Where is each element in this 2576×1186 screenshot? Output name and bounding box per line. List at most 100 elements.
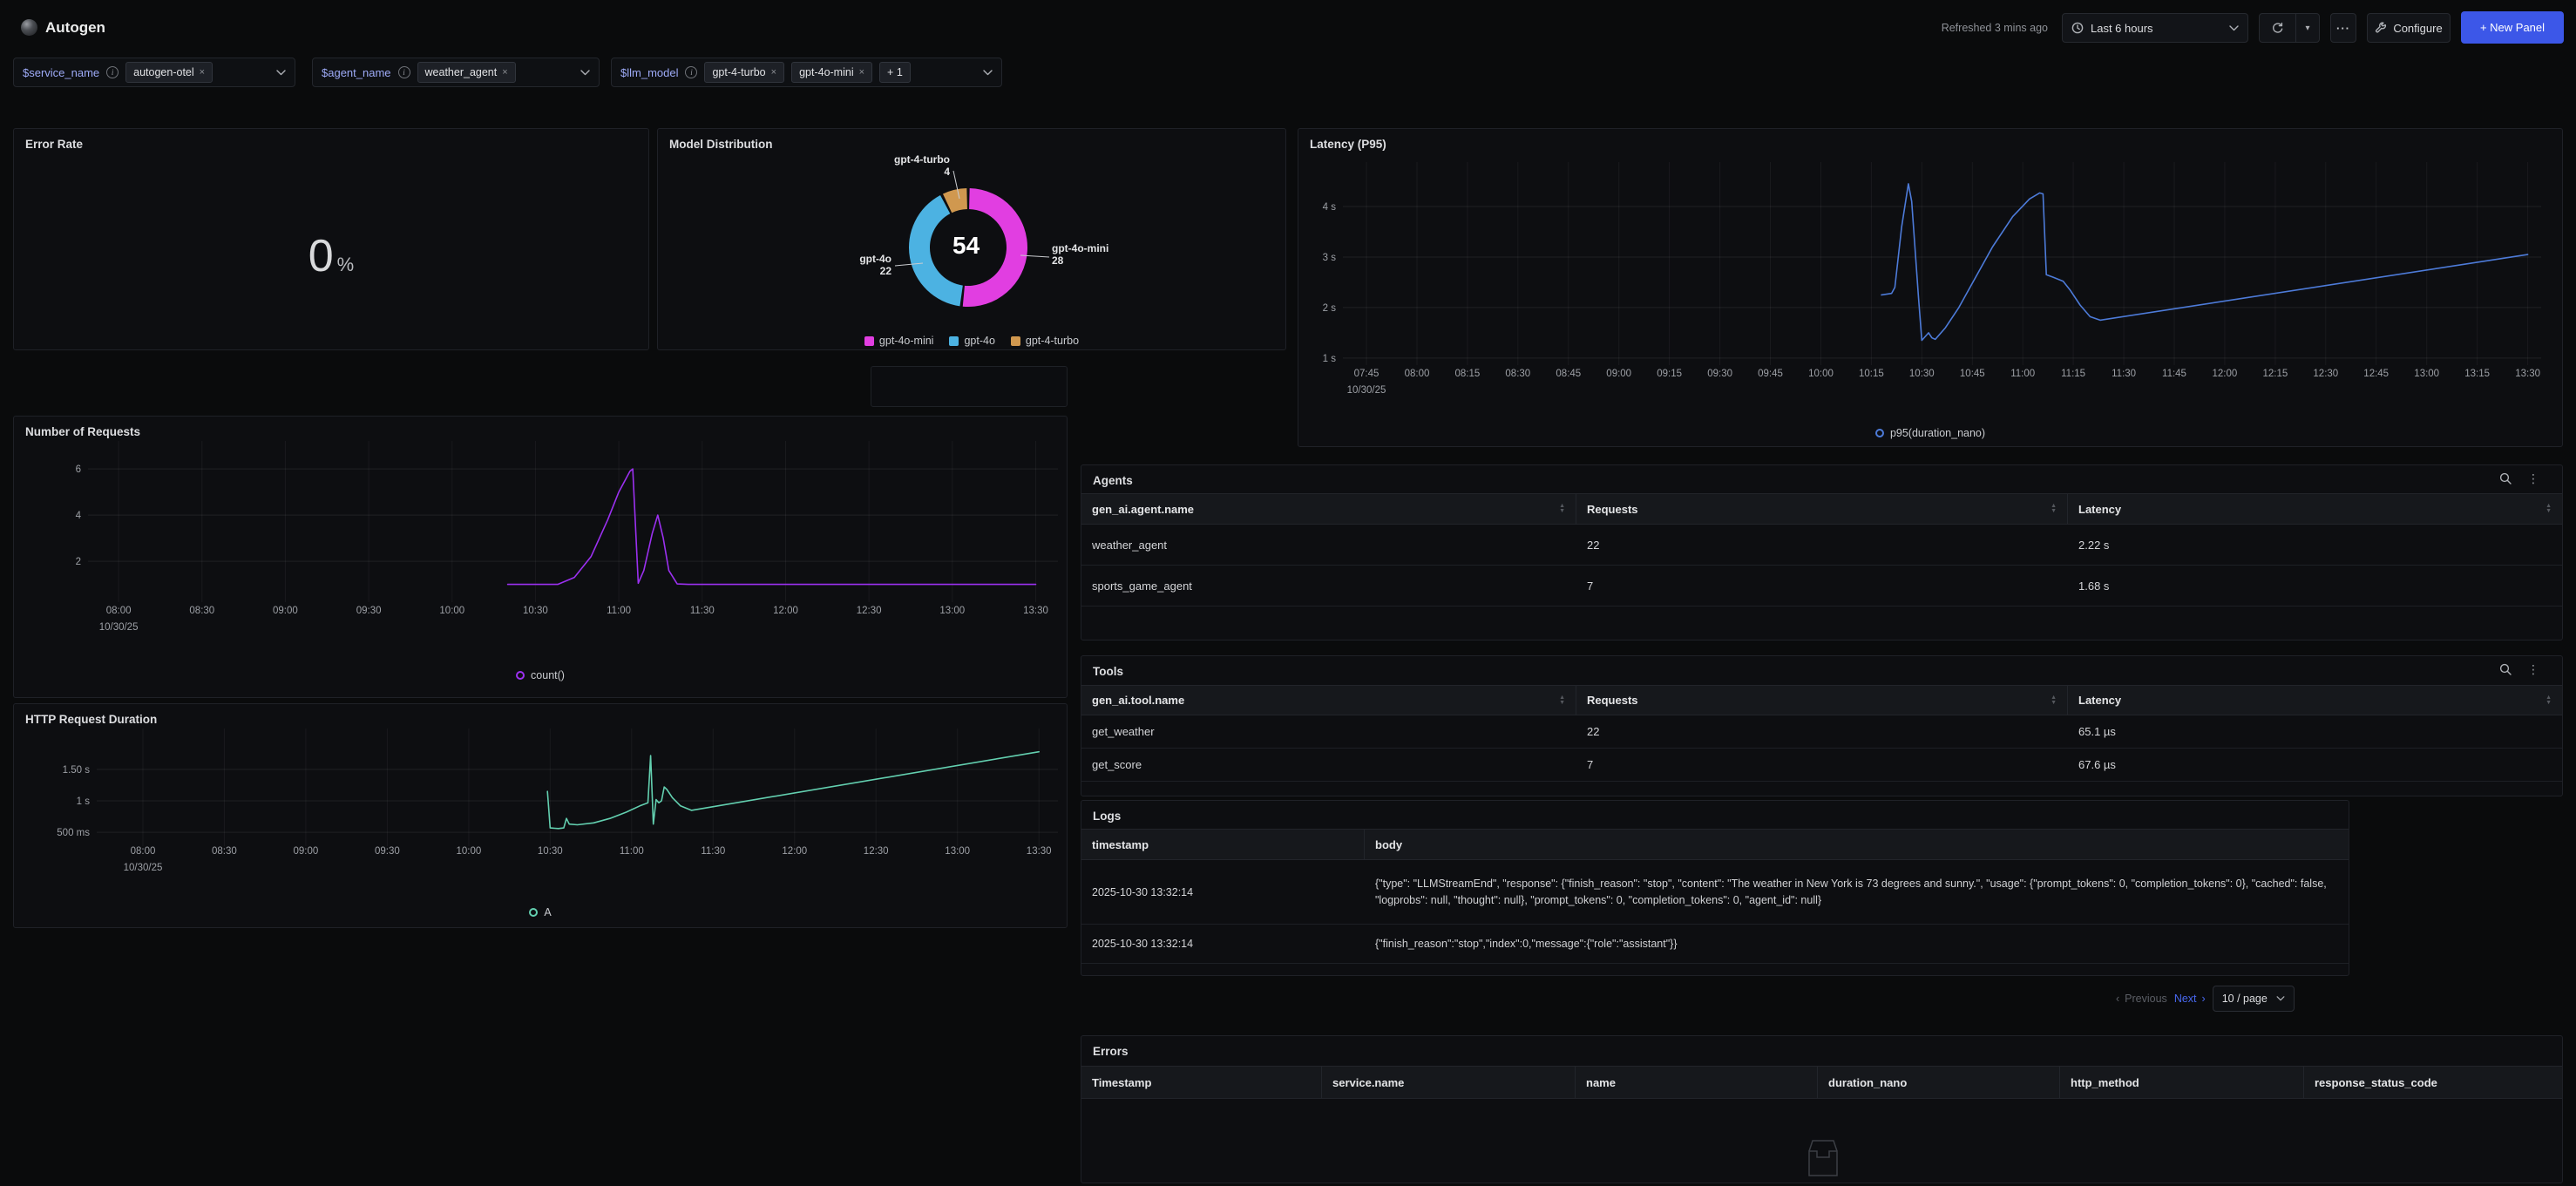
column-header[interactable]: Latency▲▼ — [2068, 494, 2562, 524]
legend-swatch — [864, 336, 874, 346]
chevron-down-icon — [2229, 25, 2239, 31]
filter-chip[interactable]: gpt-4-turbo × — [704, 62, 784, 83]
more-options-button[interactable]: ··· — [2330, 13, 2356, 43]
info-icon[interactable]: i — [106, 66, 119, 78]
filter-more-chip[interactable]: + 1 — [879, 62, 911, 83]
svg-text:12:30: 12:30 — [864, 846, 889, 857]
legend-item[interactable]: p95(duration_nano) — [1875, 427, 1985, 439]
table-row[interactable]: get_score 7 67.6 µs — [1081, 749, 2562, 782]
chevron-down-icon[interactable] — [580, 70, 590, 76]
filter-chip[interactable]: autogen-otel × — [125, 62, 213, 83]
latency-line-chart[interactable]: 07:4508:0008:1508:3008:4509:0009:1509:30… — [1298, 129, 2562, 446]
refresh-split-button[interactable]: ▾ — [2259, 13, 2320, 43]
svg-text:08:00: 08:00 — [1405, 369, 1430, 379]
filter-service-name[interactable]: $service_name i autogen-otel × — [13, 58, 295, 87]
svg-text:10/30/25: 10/30/25 — [124, 863, 163, 873]
refresh-interval-caret[interactable]: ▾ — [2296, 24, 2319, 33]
svg-text:10:00: 10:00 — [457, 846, 482, 857]
panel-model-distribution: Model Distribution 54 gpt-4-turbo 4 gpt-… — [657, 128, 1286, 350]
column-header[interactable]: body — [1365, 830, 2349, 859]
search-icon[interactable] — [2499, 663, 2512, 680]
logs-table-header: timestamp body — [1081, 829, 2349, 860]
kebab-menu-icon[interactable]: ⋮ — [2527, 662, 2539, 677]
donut-callout-gpt4turbo: gpt-4-turbo 4 — [894, 153, 950, 178]
remove-chip-icon[interactable]: × — [502, 67, 507, 78]
svg-text:10/30/25: 10/30/25 — [99, 622, 139, 633]
sort-icon: ▲▼ — [2051, 504, 2057, 514]
remove-chip-icon[interactable]: × — [200, 67, 205, 78]
svg-text:11:15: 11:15 — [2061, 369, 2085, 379]
column-header[interactable]: duration_nano — [1818, 1067, 2060, 1098]
column-header[interactable]: Requests▲▼ — [1576, 686, 2068, 715]
table-row[interactable]: sports_game_agent 7 1.68 s — [1081, 566, 2562, 607]
filter-llm-model[interactable]: $llm_model i gpt-4-turbo × gpt-4o-mini ×… — [611, 58, 1002, 87]
chevron-down-icon[interactable] — [276, 70, 286, 76]
legend-swatch — [949, 336, 959, 346]
errors-table-header: Timestamp service.name name duration_nan… — [1081, 1066, 2562, 1099]
log-row[interactable]: 2025-10-30 13:32:14 {"type": "LLMStreamE… — [1081, 860, 2349, 925]
svg-text:10:15: 10:15 — [1859, 369, 1884, 379]
filter-chip[interactable]: weather_agent × — [417, 62, 516, 83]
legend-item[interactable]: gpt-4-turbo — [1011, 335, 1079, 347]
svg-text:13:15: 13:15 — [2464, 369, 2490, 379]
search-icon[interactable] — [2499, 472, 2512, 489]
filter-agent-name[interactable]: $agent_name i weather_agent × — [312, 58, 600, 87]
new-panel-button[interactable]: + New Panel — [2461, 11, 2564, 44]
svg-text:500 ms: 500 ms — [57, 828, 90, 838]
remove-chip-icon[interactable]: × — [859, 67, 864, 78]
svg-text:13:00: 13:00 — [945, 846, 970, 857]
configure-button[interactable]: Configure — [2367, 13, 2451, 43]
donut-callout-gpt4omini: gpt-4o-mini 28 — [1052, 242, 1108, 267]
previous-page-button[interactable]: ‹ Previous — [2116, 993, 2167, 1005]
column-header[interactable]: gen_ai.tool.name▲▼ — [1081, 686, 1576, 715]
next-page-button[interactable]: Next › — [2174, 993, 2206, 1005]
chevron-down-icon — [2276, 996, 2285, 1001]
column-header[interactable]: response_status_code — [2304, 1067, 2562, 1098]
wrench-icon — [2375, 22, 2387, 34]
legend-item[interactable]: count() — [516, 669, 565, 681]
legend-item[interactable]: gpt-4o-mini — [864, 335, 934, 347]
legend-item[interactable]: gpt-4o — [949, 335, 994, 347]
page-size-select[interactable]: 10 / page — [2213, 986, 2295, 1012]
error-rate-value: 0% — [14, 230, 648, 282]
svg-text:12:00: 12:00 — [2213, 369, 2238, 379]
column-header[interactable]: Requests▲▼ — [1576, 494, 2068, 524]
panel-title: Tools — [1093, 665, 1123, 678]
table-row[interactable]: weather_agent 22 2.22 s — [1081, 525, 2562, 566]
panel-title: Logs — [1093, 810, 1121, 823]
refresh-button[interactable] — [2260, 14, 2296, 42]
column-header[interactable]: timestamp — [1081, 830, 1365, 859]
chevron-down-icon[interactable] — [983, 70, 993, 76]
column-header[interactable]: service.name — [1322, 1067, 1576, 1098]
svg-text:10:45: 10:45 — [1960, 369, 1985, 379]
legend-item[interactable]: A — [529, 906, 551, 918]
panel-latency-p95: Latency (P95) 07:4508:0008:1508:3008:450… — [1298, 128, 2563, 447]
svg-text:1 s: 1 s — [1323, 354, 1337, 364]
svg-text:4: 4 — [76, 511, 82, 521]
log-row[interactable]: 2025-10-30 13:32:14 {"finish_reason":"st… — [1081, 925, 2349, 964]
info-icon[interactable]: i — [398, 66, 410, 78]
column-header[interactable]: Timestamp — [1081, 1067, 1322, 1098]
svg-text:08:00: 08:00 — [106, 606, 132, 616]
svg-text:09:30: 09:30 — [1707, 369, 1732, 379]
table-row[interactable]: get_weather 22 65.1 µs — [1081, 715, 2562, 749]
column-header[interactable]: gen_ai.agent.name▲▼ — [1081, 494, 1576, 524]
column-header[interactable]: Latency▲▼ — [2068, 686, 2562, 715]
column-header[interactable]: http_method — [2060, 1067, 2304, 1098]
http-duration-line-chart[interactable]: 08:0008:3009:0009:3010:0010:3011:0011:30… — [14, 704, 1067, 927]
panel-error-rate: Error Rate 0% — [13, 128, 649, 350]
tools-table-header: gen_ai.tool.name▲▼ Requests▲▼ Latency▲▼ — [1081, 685, 2562, 715]
requests-legend: count() — [14, 669, 1067, 681]
svg-text:12:30: 12:30 — [2313, 369, 2338, 379]
svg-text:08:45: 08:45 — [1556, 369, 1581, 379]
kebab-menu-icon[interactable]: ⋮ — [2527, 471, 2539, 486]
remove-chip-icon[interactable]: × — [771, 67, 776, 78]
legend-ring — [516, 671, 525, 680]
time-range-picker[interactable]: Last 6 hours — [2062, 13, 2248, 43]
requests-line-chart[interactable]: 08:0008:3009:0009:3010:0010:3011:0011:30… — [14, 417, 1067, 697]
column-header[interactable]: name — [1576, 1067, 1818, 1098]
svg-text:09:00: 09:00 — [273, 606, 298, 616]
filter-chip[interactable]: gpt-4o-mini × — [791, 62, 872, 83]
info-icon[interactable]: i — [685, 66, 697, 78]
svg-text:4 s: 4 s — [1323, 202, 1337, 213]
